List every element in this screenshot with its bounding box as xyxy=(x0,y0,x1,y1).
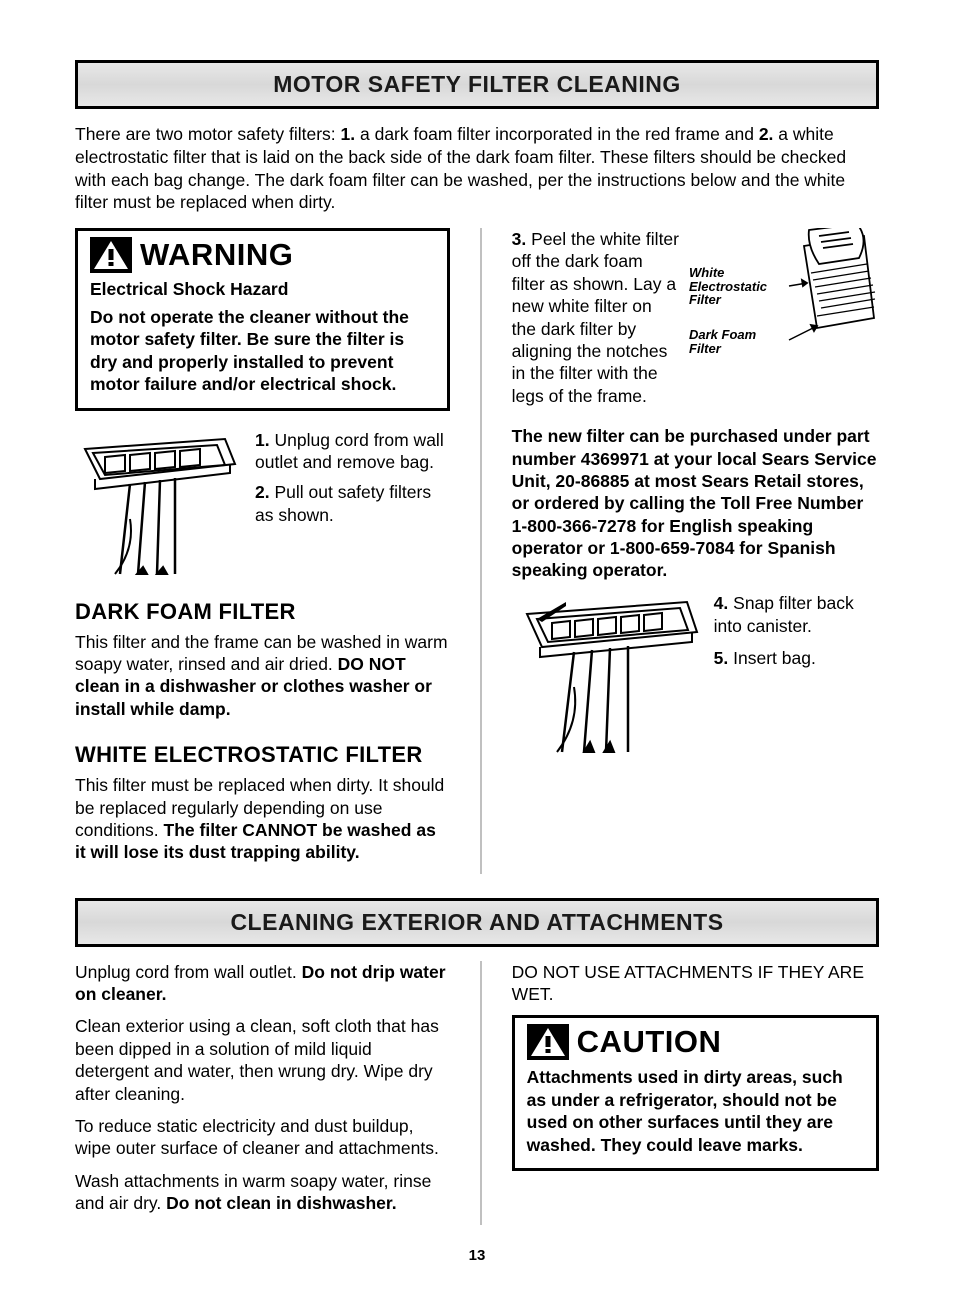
step3-text: 3. Peel the white filter off the dark fo… xyxy=(512,228,679,407)
step1-text: 1. Unplug cord from wall outlet and remo… xyxy=(255,429,450,474)
section1-columns: WARNING Electrical Shock Hazard Do not o… xyxy=(75,228,879,874)
step3-row: 3. Peel the white filter off the dark fo… xyxy=(512,228,879,407)
step2-text: 2. Pull out safety filters as shown. xyxy=(255,481,450,526)
caution-header: CAUTION xyxy=(527,1024,864,1060)
warning-header: WARNING xyxy=(90,237,435,273)
white-filter-label: White Electrostatic Filter xyxy=(689,266,787,307)
caution-box: CAUTION Attachments used in dirty areas,… xyxy=(512,1015,879,1171)
warning-title: WARNING xyxy=(140,237,293,273)
step4-5-text: 4. Snap filter back into canister. 5. In… xyxy=(714,592,879,680)
step1-2-text: 1. Unplug cord from wall outlet and remo… xyxy=(255,429,450,535)
caution-triangle-icon xyxy=(527,1024,569,1060)
intro-paragraph: There are two motor safety filters: 1. a… xyxy=(75,123,879,214)
s2-left-p3: Wash attachments in warm soapy water, ri… xyxy=(75,1170,450,1215)
warning-triangle-icon xyxy=(90,237,132,273)
dark-foam-label: Dark Foam Filter xyxy=(689,328,787,355)
section-banner-cleaning-exterior: CLEANING EXTERIOR AND ATTACHMENTS xyxy=(75,898,879,947)
filter-layers-diagram: White Electrostatic Filter Dark Foam Fil… xyxy=(689,228,879,398)
section2-columns: Unplug cord from wall outlet. Do not dri… xyxy=(75,961,879,1225)
section-title: MOTOR SAFETY FILTER CLEANING xyxy=(88,71,866,98)
dark-foam-body: This filter and the frame can be washed … xyxy=(75,631,450,721)
step4-5-row: 4. Snap filter back into canister. 5. In… xyxy=(512,592,879,757)
white-filter-heading: WHITE ELECTROSTATIC FILTER xyxy=(75,742,450,768)
section-banner-motor-filter: MOTOR SAFETY FILTER CLEANING xyxy=(75,60,879,109)
step4-text: 4. Snap filter back into canister. xyxy=(714,592,879,638)
s2-right-top: DO NOT USE ATTACHMENTS IF THEY ARE WET. xyxy=(512,961,879,1006)
caution-title: CAUTION xyxy=(577,1024,722,1060)
section2: CLEANING EXTERIOR AND ATTACHMENTS Unplug… xyxy=(75,898,879,1225)
section1-col-right: 3. Peel the white filter off the dark fo… xyxy=(512,228,879,874)
s2-left-p0: Unplug cord from wall outlet. Do not dri… xyxy=(75,961,450,1006)
warning-body: Do not operate the cleaner without the m… xyxy=(90,306,435,396)
caution-body: Attachments used in dirty areas, such as… xyxy=(527,1066,864,1156)
filter-pullout-illustration xyxy=(75,429,243,577)
s2-left-p1: Clean exterior using a clean, soft cloth… xyxy=(75,1015,450,1105)
column-divider xyxy=(480,228,482,874)
column-divider-2 xyxy=(480,961,482,1225)
s2-left-p2: To reduce static electricity and dust bu… xyxy=(75,1115,450,1160)
section2-col-right: DO NOT USE ATTACHMENTS IF THEY ARE WET. … xyxy=(512,961,879,1225)
section1-col-left: WARNING Electrical Shock Hazard Do not o… xyxy=(75,228,450,874)
warning-box: WARNING Electrical Shock Hazard Do not o… xyxy=(75,228,450,411)
section2-title: CLEANING EXTERIOR AND ATTACHMENTS xyxy=(88,909,866,936)
section2-col-left: Unplug cord from wall outlet. Do not dri… xyxy=(75,961,450,1225)
white-filter-body: This filter must be replaced when dirty.… xyxy=(75,774,450,864)
step1-row: 1. Unplug cord from wall outlet and remo… xyxy=(75,429,450,577)
step5-text: 5. Insert bag. xyxy=(714,647,879,670)
part-info: The new filter can be purchased under pa… xyxy=(512,425,879,582)
warning-subtitle: Electrical Shock Hazard xyxy=(90,279,435,300)
page-number: 13 xyxy=(75,1247,879,1264)
dark-foam-heading: DARK FOAM FILTER xyxy=(75,599,450,625)
snap-back-illustration xyxy=(512,592,702,757)
